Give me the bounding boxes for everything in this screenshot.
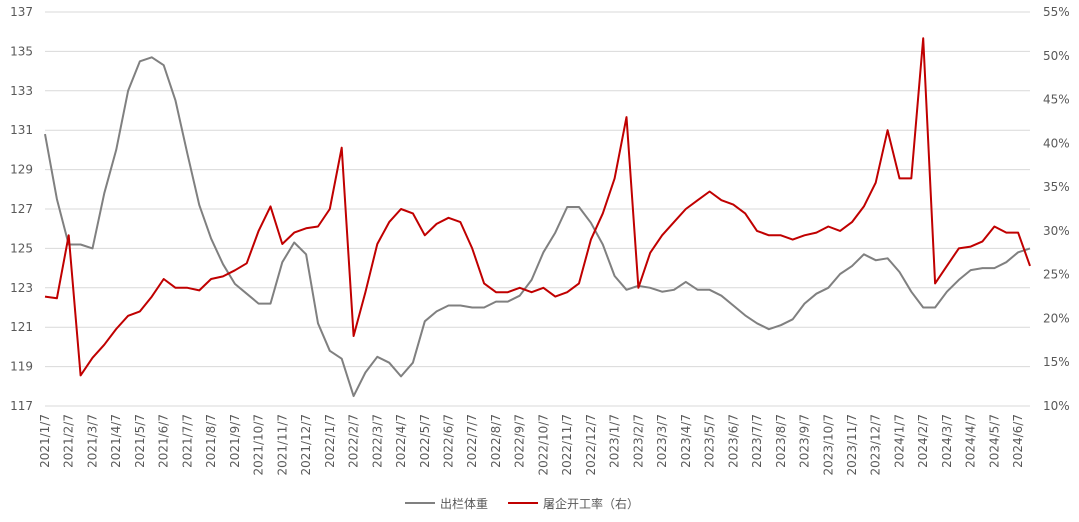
series-line <box>44 56 1031 398</box>
y2-tick-label: 10% <box>1043 399 1070 413</box>
x-tick-label: 2023/8/7 <box>774 414 788 468</box>
x-tick-label: 2022/10/7 <box>536 414 550 476</box>
x-tick-label: 2023/2/7 <box>631 414 645 468</box>
x-tick-label: 2022/4/7 <box>394 414 408 468</box>
x-tick-label: 2023/10/7 <box>821 414 835 476</box>
y-tick-label: 131 <box>10 123 33 137</box>
y-tick-label: 125 <box>10 241 33 255</box>
y-tick-label: 133 <box>10 84 33 98</box>
y-tick-label: 137 <box>10 5 33 19</box>
x-tick-label: 2021/4/7 <box>109 414 123 468</box>
x-tick-label: 2021/9/7 <box>228 414 242 468</box>
x-tick-label: 2022/1/7 <box>323 414 337 468</box>
y-tick-label: 135 <box>10 44 33 58</box>
y2-tick-label: 50% <box>1043 49 1070 63</box>
x-tick-label: 2022/2/7 <box>347 414 361 468</box>
x-tick-label: 2024/4/7 <box>964 414 978 468</box>
x-tick-label: 2021/1/7 <box>38 414 52 468</box>
x-tick-label: 2021/7/7 <box>180 414 194 468</box>
x-tick-label: 2023/7/7 <box>750 414 764 468</box>
x-tick-label: 2022/9/7 <box>513 414 527 468</box>
y2-tick-label: 20% <box>1043 311 1070 325</box>
x-tick-label: 2021/11/7 <box>275 414 289 476</box>
series-line <box>44 37 1031 377</box>
x-tick-label: 2022/5/7 <box>418 414 432 468</box>
y2-tick-label: 40% <box>1043 136 1070 150</box>
y-tick-label: 123 <box>10 281 33 295</box>
x-tick-label: 2023/6/7 <box>726 414 740 468</box>
x-tick-label: 2022/11/7 <box>560 414 574 476</box>
y2-tick-label: 45% <box>1043 93 1070 107</box>
x-tick-label: 2021/5/7 <box>133 414 147 468</box>
x-tick-label: 2022/3/7 <box>370 414 384 468</box>
x-tick-label: 2023/5/7 <box>703 414 717 468</box>
x-tick-label: 2021/3/7 <box>85 414 99 468</box>
x-tick-label: 2024/3/7 <box>940 414 954 468</box>
x-tick-label: 2023/9/7 <box>798 414 812 468</box>
y-tick-label: 129 <box>10 163 33 177</box>
x-tick-label: 2022/6/7 <box>441 414 455 468</box>
y2-tick-label: 35% <box>1043 180 1070 194</box>
x-tick-label: 2021/2/7 <box>62 414 76 468</box>
x-tick-label: 2024/5/7 <box>987 414 1001 468</box>
y2-tick-label: 30% <box>1043 224 1070 238</box>
x-tick-label: 2022/7/7 <box>465 414 479 468</box>
y-tick-label: 127 <box>10 202 33 216</box>
y2-tick-label: 15% <box>1043 355 1070 369</box>
x-tick-label: 2024/2/7 <box>916 414 930 468</box>
x-tick-label: 2021/12/7 <box>299 414 313 476</box>
y-tick-label: 119 <box>10 360 33 374</box>
legend-label: 出栏体重 <box>440 496 488 511</box>
y-tick-label: 121 <box>10 320 33 334</box>
legend-label: 屠企开工率（右） <box>543 496 639 511</box>
x-tick-label: 2023/1/7 <box>608 414 622 468</box>
x-tick-label: 2023/12/7 <box>869 414 883 476</box>
x-tick-label: 2022/8/7 <box>489 414 503 468</box>
x-tick-label: 2023/3/7 <box>655 414 669 468</box>
y-tick-label: 117 <box>10 399 33 413</box>
x-tick-label: 2021/6/7 <box>157 414 171 468</box>
x-tick-label: 2023/4/7 <box>679 414 693 468</box>
x-tick-label: 2023/11/7 <box>845 414 859 476</box>
y2-tick-label: 25% <box>1043 268 1070 282</box>
x-tick-label: 2021/10/7 <box>252 414 266 476</box>
x-tick-label: 2021/8/7 <box>204 414 218 468</box>
y2-tick-label: 55% <box>1043 5 1070 19</box>
x-tick-label: 2024/6/7 <box>1011 414 1025 468</box>
x-tick-label: 2024/1/7 <box>892 414 906 468</box>
x-tick-label: 2022/12/7 <box>584 414 598 476</box>
